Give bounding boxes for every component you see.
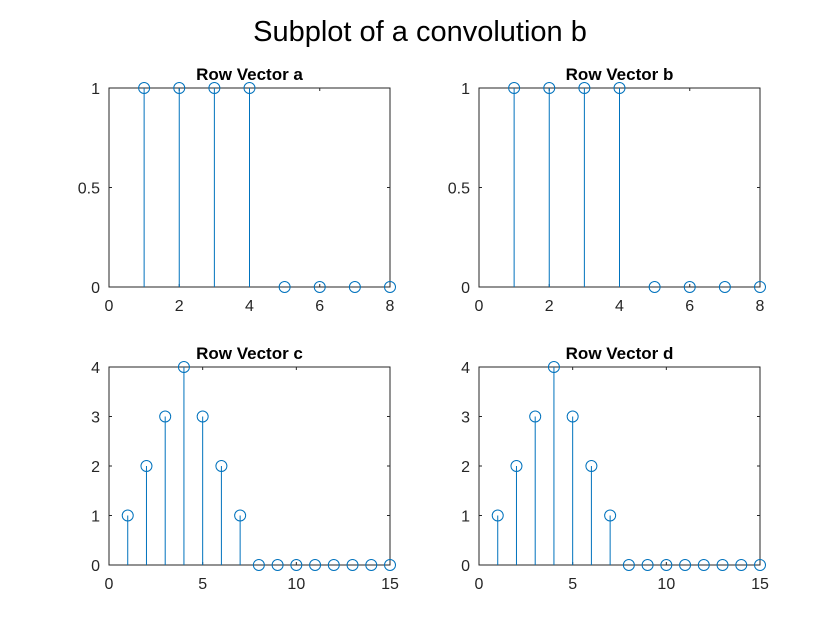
x-tick-label: 15: [751, 576, 769, 593]
y-tick-label: 1: [461, 81, 470, 98]
y-tick-label: 1: [91, 81, 100, 98]
stem-marker: [508, 82, 521, 94]
stem-marker: [697, 559, 710, 571]
stem-marker: [313, 281, 326, 293]
subplot-title: Row Vector b: [566, 65, 674, 84]
y-tick-label: 0: [91, 558, 100, 575]
y-tick-label: 0: [461, 558, 470, 575]
subplot-4: 0 5 10 15 0 1 2 3 4 Row Vector d: [461, 344, 769, 593]
stem-marker: [754, 281, 766, 293]
stem-marker: [566, 410, 579, 423]
y-tick-label: 0: [91, 280, 100, 297]
stem-marker: [346, 559, 359, 571]
stem-marker: [271, 559, 284, 571]
stem-marker: [578, 82, 591, 94]
stem-marker: [196, 410, 209, 423]
y-tick-label: 4: [461, 360, 470, 377]
stem-marker: [660, 559, 673, 571]
stem-marker: [648, 281, 661, 293]
stem-marker: [309, 559, 322, 571]
stem-marker: [543, 82, 556, 94]
figure-title: Subplot of a convolution b: [253, 16, 587, 48]
stem-marker: [547, 361, 560, 373]
x-tick-label: 0: [105, 576, 114, 593]
subplot-title: Row Vector c: [196, 344, 303, 363]
y-tick-label: 0.5: [78, 181, 100, 198]
y-tick-label: 2: [461, 459, 470, 476]
stem-marker: [604, 509, 617, 522]
x-tick-label: 5: [198, 576, 207, 593]
subplot-title: Row Vector d: [566, 344, 674, 363]
stem-marker: [754, 559, 766, 571]
x-tick-label: 0: [475, 298, 484, 315]
x-tick-label: 2: [545, 298, 554, 315]
stem-marker: [613, 82, 626, 94]
stem-marker: [121, 509, 134, 522]
y-tick-label: 0.5: [448, 181, 470, 198]
x-tick-label: 4: [615, 298, 624, 315]
stem-marker: [290, 559, 303, 571]
stem-marker: [177, 361, 190, 373]
stem-marker: [234, 509, 247, 522]
stem-marker: [278, 281, 291, 293]
axes-frame: [478, 366, 761, 566]
stem-marker: [735, 559, 748, 571]
y-tick-label: 2: [91, 459, 100, 476]
x-tick-label: 10: [287, 576, 305, 593]
subplot-2: 0 2 4 6 8 0 0.5 1 Row Vector b: [448, 65, 766, 315]
subplot-1: 0 2 4 6 8 0 0.5 1 Row Vector a: [78, 65, 396, 315]
stem-marker: [622, 559, 635, 571]
stem-marker: [173, 82, 186, 94]
stem-marker: [384, 281, 396, 293]
stem-marker: [138, 82, 151, 94]
y-tick-label: 0: [461, 280, 470, 297]
stem-marker: [252, 559, 265, 571]
stem-marker: [679, 559, 692, 571]
x-tick-label: 4: [245, 298, 254, 315]
stem-marker: [365, 559, 378, 571]
axes-frame: [108, 366, 391, 566]
x-tick-label: 6: [685, 298, 694, 315]
x-tick-label: 15: [381, 576, 399, 593]
x-tick-label: 2: [175, 298, 184, 315]
stem-marker: [585, 460, 598, 472]
x-tick-label: 0: [105, 298, 114, 315]
subplot-title: Row Vector a: [196, 65, 303, 84]
stem-marker: [718, 281, 731, 293]
stem-marker: [510, 460, 523, 472]
x-tick-label: 0: [475, 576, 484, 593]
stem-marker: [327, 559, 340, 571]
stem-marker: [384, 559, 396, 571]
stem-marker: [491, 509, 504, 522]
y-tick-label: 4: [91, 360, 100, 377]
stem-marker: [159, 410, 172, 423]
subplot-3: 0 5 10 15 0 1 2 3 4 Row Vector c: [91, 344, 399, 593]
stem-marker: [683, 281, 696, 293]
y-tick-label: 1: [461, 509, 470, 526]
stem-marker: [215, 460, 228, 472]
stem-marker: [348, 281, 361, 293]
x-tick-label: 6: [315, 298, 324, 315]
y-tick-label: 1: [91, 509, 100, 526]
stem-marker: [208, 82, 221, 94]
y-tick-label: 3: [461, 410, 470, 427]
stem-marker: [140, 460, 153, 472]
x-tick-label: 8: [756, 298, 765, 315]
axes-layer: 0 2 4 6 8 0 0.5 1 Row Vector a 0 2 4 6 8 0 0.5 1 Row Vect…: [78, 65, 769, 593]
x-tick-label: 5: [568, 576, 577, 593]
stem-marker: [243, 82, 256, 94]
y-tick-label: 3: [91, 410, 100, 427]
stem-marker: [641, 559, 654, 571]
stem-marker: [716, 559, 729, 571]
stem-marker: [529, 410, 542, 423]
x-tick-label: 10: [657, 576, 675, 593]
x-tick-label: 8: [386, 298, 395, 315]
